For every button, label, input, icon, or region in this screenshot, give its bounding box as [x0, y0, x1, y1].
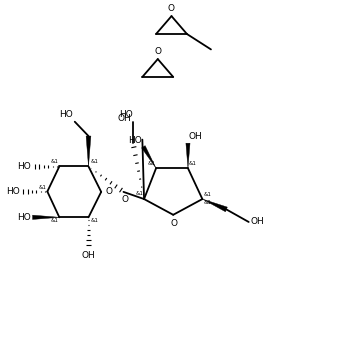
Text: O: O [154, 47, 161, 56]
Text: &1: &1 [38, 185, 46, 190]
Text: &1: &1 [135, 191, 143, 196]
Text: HO: HO [59, 110, 73, 119]
Text: HO: HO [129, 136, 142, 145]
Polygon shape [186, 143, 190, 168]
Text: &1: &1 [90, 218, 98, 223]
Polygon shape [142, 146, 156, 168]
Text: HO: HO [17, 162, 31, 171]
Text: O: O [168, 4, 175, 13]
Text: HO: HO [17, 213, 31, 222]
Text: HO: HO [119, 110, 132, 119]
Text: OH: OH [82, 251, 95, 260]
Text: &1: &1 [50, 159, 58, 164]
Text: OH: OH [117, 114, 131, 123]
Text: O: O [171, 219, 178, 228]
Text: &1: &1 [90, 159, 98, 164]
Text: &1: &1 [203, 200, 211, 205]
Polygon shape [202, 199, 227, 212]
Text: OH: OH [189, 132, 203, 141]
Text: HO: HO [6, 187, 20, 196]
Text: O: O [105, 187, 112, 196]
Text: OH: OH [250, 217, 264, 227]
Text: &1: &1 [50, 218, 58, 223]
Text: &1: &1 [203, 192, 211, 197]
Text: &1: &1 [189, 161, 197, 166]
Polygon shape [86, 136, 91, 166]
Text: &1: &1 [147, 161, 155, 166]
Polygon shape [33, 215, 59, 219]
Text: O: O [121, 195, 128, 204]
